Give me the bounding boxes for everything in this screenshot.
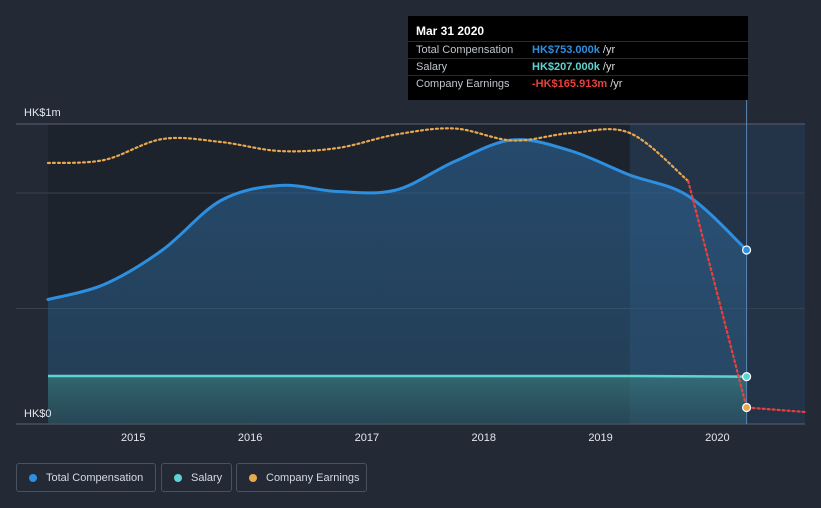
x-tick-label: 2017 (355, 432, 379, 444)
legend-item-total-compensation[interactable]: Total Compensation (16, 463, 156, 492)
tooltip-row-company-earnings: Company Earnings -HK$165.913m/yr (408, 75, 748, 93)
company-earnings-marker (741, 402, 752, 413)
legend-label: Total Compensation (46, 471, 144, 484)
tooltip-date: Mar 31 2020 (416, 24, 485, 38)
x-tick-label: 2020 (705, 432, 729, 444)
tooltip-label: Salary (416, 61, 448, 73)
tooltip-label: Total Compensation (416, 44, 514, 56)
legend-dot-icon (174, 473, 182, 482)
x-tick-label: 2015 (121, 432, 145, 444)
legend-dot-icon (249, 473, 257, 482)
y-tick-label: HK$0 (24, 408, 52, 420)
tooltip-value: -HK$165.913m/yr (532, 78, 623, 90)
tooltip-row-total-compensation: Total Compensation HK$753.000k/yr (408, 41, 748, 59)
x-tick-label: 2018 (472, 432, 496, 444)
tooltip-value: HK$207.000k/yr (532, 61, 616, 73)
salary-marker (741, 372, 752, 382)
legend-label: Company Earnings (266, 471, 360, 484)
tooltip-value: HK$753.000k/yr (532, 44, 616, 56)
salary-line (48, 374, 747, 378)
tooltip-row-salary: Salary HK$207.000k/yr (408, 58, 748, 76)
tooltip-label: Company Earnings (416, 78, 510, 90)
total-compensation-area (48, 139, 747, 424)
total-compensation-marker (741, 245, 752, 255)
y-tick-label: HK$1m (24, 107, 61, 119)
x-tick-label: 2019 (588, 432, 612, 444)
legend-label: Salary (191, 471, 223, 484)
tooltip: Mar 31 2020 Total Compensation HK$753.00… (408, 16, 748, 100)
company-earnings-line (46, 127, 690, 183)
legend-dot-icon (29, 473, 37, 482)
legend-item-company-earnings[interactable]: Company Earnings (236, 463, 367, 492)
total-compensation-line (46, 138, 749, 301)
salary-area (48, 376, 747, 424)
legend-item-salary[interactable]: Salary (161, 463, 232, 492)
x-tick-label: 2016 (238, 432, 262, 444)
